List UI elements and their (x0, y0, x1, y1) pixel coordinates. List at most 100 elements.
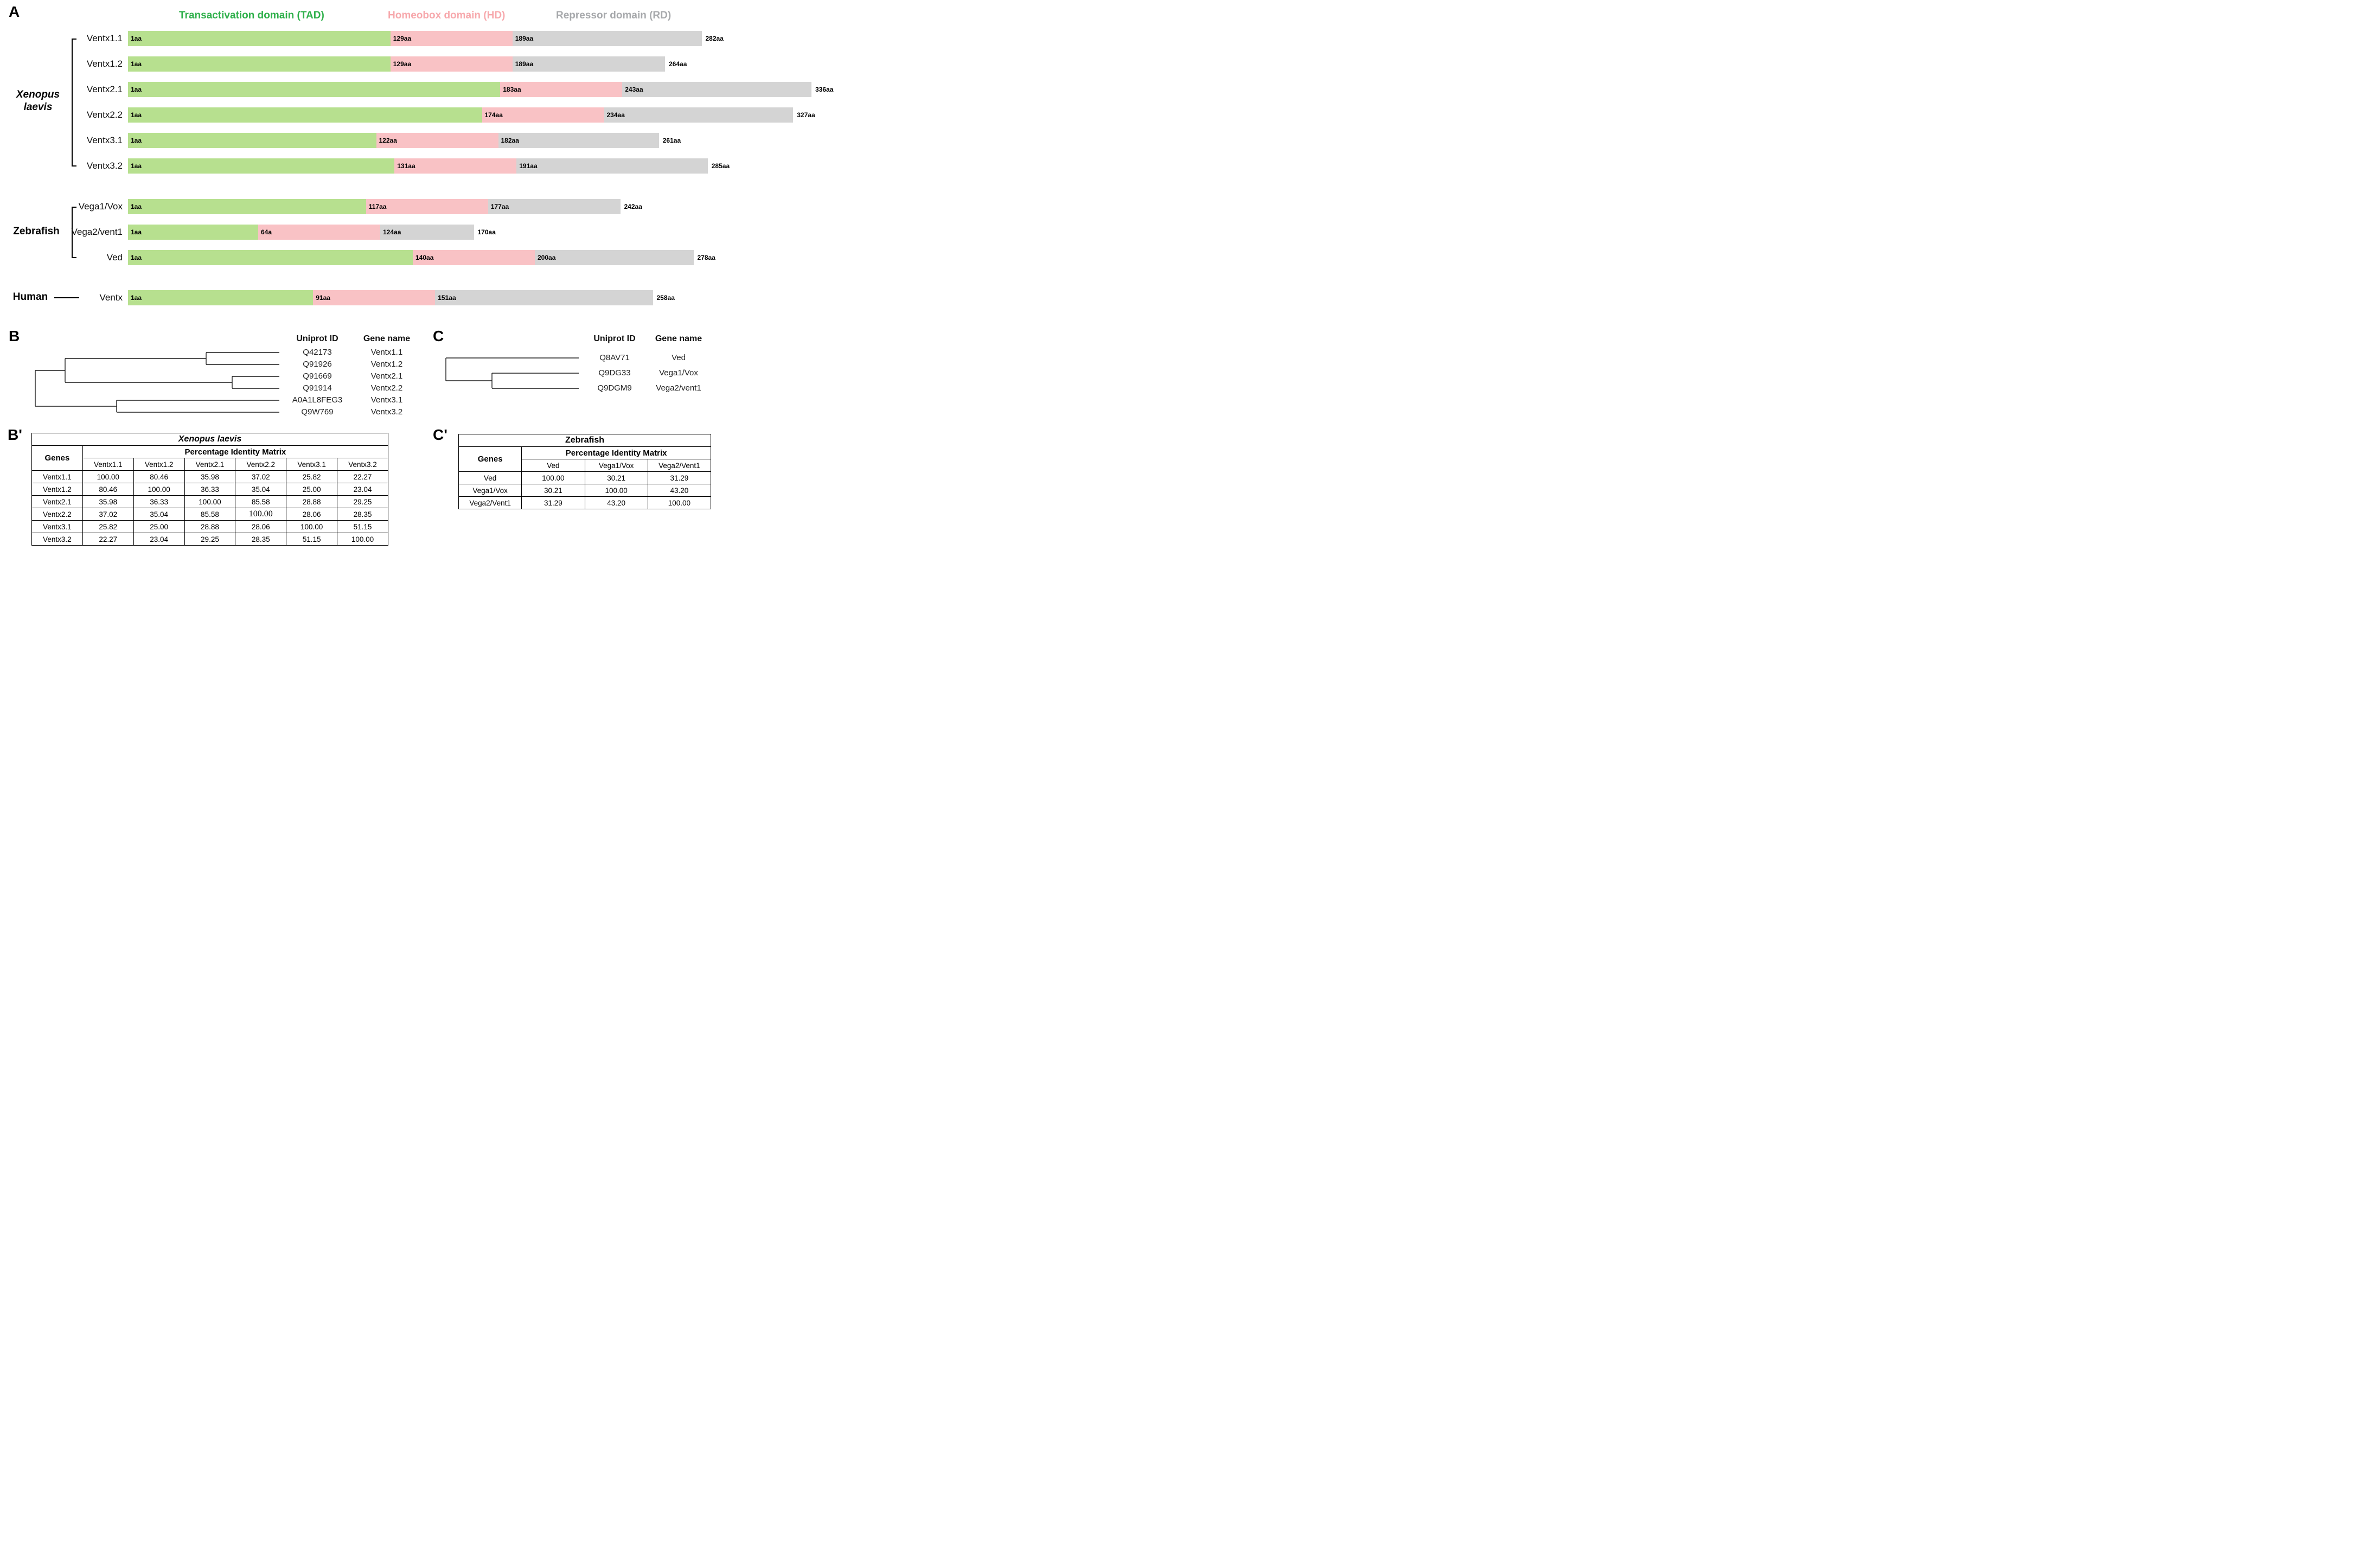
matrix-row-gene: Vega1/Vox (458, 484, 522, 497)
legend-repressor-domain: Repressor domain (RD) (556, 10, 672, 21)
hd-segment: 64a (258, 225, 380, 240)
domain-start-label: 91aa (316, 294, 330, 302)
domain-start-label: 124aa (383, 228, 401, 236)
matrix-cell: 51.15 (286, 533, 338, 546)
gene-name: Vega1/Vox (659, 368, 698, 377)
tad-segment: 1aa (128, 82, 501, 97)
domain-start-label: 177aa (490, 203, 509, 210)
matrix-cell: 28.35 (337, 508, 388, 521)
species-label-zebrafish: Zebrafish (13, 226, 60, 237)
matrix-row-gene: Ved (458, 471, 522, 484)
matrix-cell: 100.00 (521, 471, 585, 484)
matrix-cell: 29.25 (184, 533, 236, 546)
matrix-cell: 80.46 (82, 483, 134, 496)
uniprot-id: Q91669 (303, 372, 332, 381)
legend-homeobox-domain: Homeobox domain (HD) (388, 10, 506, 21)
tad-segment: 1aa (128, 158, 395, 174)
matrix-cell: 80.46 (133, 470, 185, 483)
hd-segment: 91aa (313, 290, 436, 305)
panel-b-prime-label: B' (8, 426, 22, 443)
matrix-column-header: Ventx2.1 (184, 458, 236, 471)
matrix-cell: 25.82 (82, 520, 134, 533)
domain-start-label: 129aa (393, 35, 412, 42)
protein-length-label: 242aa (624, 203, 642, 210)
protein-length-label: 336aa (815, 86, 834, 93)
tad-segment: 1aa (128, 290, 314, 305)
hd-segment: 129aa (390, 56, 513, 72)
matrix-cell: 28.35 (235, 533, 287, 546)
protein-bar: 1aa 122aa 182aa 261aa (128, 133, 681, 148)
legend-transactivation-domain: Transactivation domain (TAD) (179, 10, 324, 21)
matrix-row: Vega1/Vox 30.21 100.00 43.20 (458, 484, 712, 497)
xenopus-phylogenetic-tree (35, 352, 279, 413)
domain-start-label: 189aa (515, 60, 534, 68)
domain-start-label: 189aa (515, 35, 534, 42)
uniprot-id: Q8AV71 (599, 353, 630, 362)
matrix-cell: 100.00 (82, 470, 134, 483)
matrix-title: Xenopus laevis (31, 433, 388, 446)
protein-length-label: 282aa (705, 35, 724, 42)
rd-segment: 189aa (512, 31, 702, 46)
matrix-row-gene: Ventx3.2 (31, 533, 83, 546)
domain-start-label: 1aa (131, 137, 142, 144)
uniprot-id: Q9DGM9 (597, 383, 632, 393)
protein-row: Ventx3.1 1aa 122aa 182aa 261aa (0, 133, 846, 148)
matrix-row-gene: Vega2/Vent1 (458, 496, 522, 509)
protein-bar: 1aa 131aa 191aa 285aa (128, 158, 730, 174)
matrix-row: Ventx2.2 37.02 35.04 85.58 100.00 28.06 28.35 (31, 508, 388, 521)
domain-start-label: 1aa (131, 60, 142, 68)
domain-start-label: 129aa (393, 60, 412, 68)
matrix-cell: 100.00 (286, 520, 338, 533)
protein-length-label: 278aa (697, 254, 715, 261)
xenopus-bracket (72, 39, 76, 167)
matrix-cell: 43.20 (647, 484, 712, 497)
hd-segment: 174aa (482, 107, 604, 123)
hd-segment: 140aa (413, 250, 535, 265)
matrix-cell: 30.21 (584, 471, 648, 484)
protein-bar: 1aa 140aa 200aa 278aa (128, 250, 715, 265)
tad-segment: 1aa (128, 56, 391, 72)
hd-segment: 183aa (500, 82, 623, 97)
protein-name: Ventx2.2 (86, 110, 123, 120)
matrix-row: Ventx1.1 100.00 80.46 35.98 37.02 25.82 22.27 (31, 470, 388, 483)
matrix-cell: 25.00 (286, 483, 338, 496)
gene-name: Ventx3.1 (370, 395, 403, 405)
matrix-cell: 100.00 (647, 496, 712, 509)
matrix-cell: 36.33 (133, 495, 185, 508)
uniprot-id-header-c: Uniprot ID (593, 334, 636, 343)
matrix-column-header: Vega2/Vent1 (647, 459, 712, 472)
domain-start-label: 234aa (606, 111, 625, 119)
xenopus-identity-matrix: Xenopus laevis Genes Percentage Identity M… (31, 433, 389, 546)
hd-segment: 129aa (390, 31, 513, 46)
matrix-row-gene: Ventx1.2 (31, 483, 83, 496)
matrix-row: Ventx3.1 25.82 25.00 28.88 28.06 100.00 51.15 (31, 520, 388, 533)
matrix-cell: 51.15 (337, 520, 388, 533)
matrix-cell: 100.00 (184, 495, 236, 508)
matrix-cell: 85.58 (235, 495, 287, 508)
rd-segment: 189aa (512, 56, 665, 72)
uniprot-id: Q91914 (303, 383, 332, 393)
matrix-column-header: Vega1/Vox (584, 459, 648, 472)
uniprot-id: A0A1L8FEG3 (292, 395, 343, 405)
matrix-cell: 28.06 (286, 508, 338, 521)
matrix-cell: 22.27 (82, 533, 134, 546)
domain-start-label: 1aa (131, 203, 142, 210)
gene-name: Ventx3.2 (370, 407, 403, 417)
matrix-cell: 25.00 (133, 520, 185, 533)
rd-segment: 243aa (622, 82, 811, 97)
matrix-cell: 31.29 (521, 496, 585, 509)
domain-start-label: 64a (261, 228, 272, 236)
gene-name: Ventx2.2 (370, 383, 403, 393)
tad-segment: 1aa (128, 31, 391, 46)
protein-name: Ventx2.1 (86, 84, 123, 94)
matrix-cell: 28.88 (184, 520, 236, 533)
rd-segment: 124aa (380, 225, 474, 240)
gene-name: Ventx2.1 (370, 372, 403, 381)
protein-row: Ventx1.1 1aa 129aa 189aa 282aa (0, 31, 846, 46)
protein-bar: 1aa 91aa 151aa 258aa (128, 290, 675, 305)
domain-start-label: 151aa (438, 294, 456, 302)
matrix-cell: 23.04 (337, 483, 388, 496)
hd-segment: 131aa (394, 158, 517, 174)
protein-name: Ventx3.2 (86, 161, 123, 171)
matrix-column-header: Ventx1.1 (82, 458, 134, 471)
